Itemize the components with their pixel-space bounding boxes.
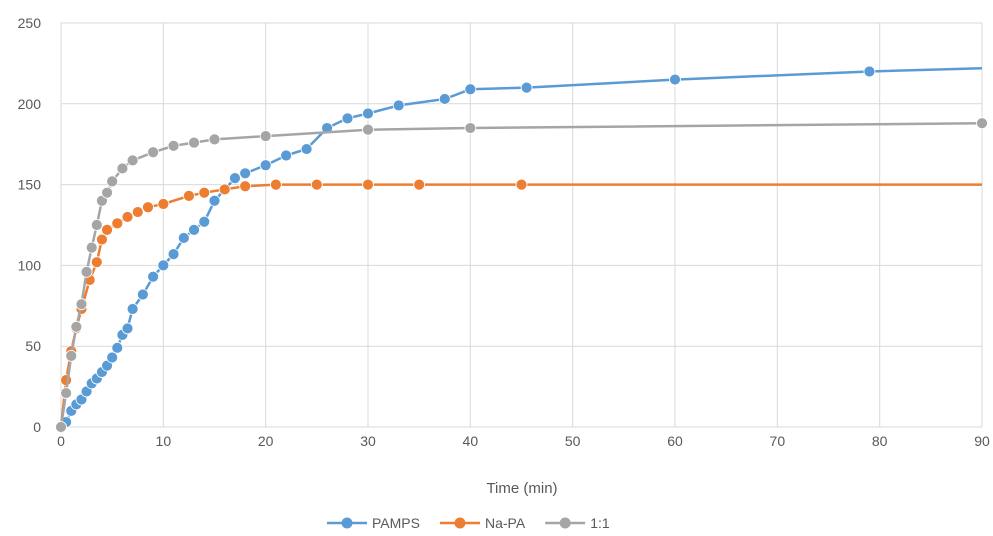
data-point-pamps [147, 270, 160, 283]
data-point-na-pa [101, 223, 113, 236]
data-point-1-1 [362, 123, 374, 136]
data-point-pamps [157, 259, 170, 272]
y-tick-label: 0 [33, 419, 41, 435]
data-point-na-pa [239, 180, 252, 193]
data-point-pamps [863, 65, 876, 78]
data-point-na-pa [269, 178, 282, 191]
data-point-pamps [111, 341, 124, 354]
data-point-pamps [464, 83, 477, 96]
data-point-1-1 [126, 154, 139, 167]
data-point-na-pa [310, 178, 323, 191]
data-point-na-pa [362, 178, 374, 191]
data-point-1-1 [101, 186, 113, 199]
legend-marker-pamps [341, 517, 353, 529]
x-tick-label: 90 [974, 433, 990, 449]
data-point-pamps [259, 159, 272, 172]
data-point-na-pa [515, 178, 528, 191]
data-point-na-pa [111, 217, 124, 230]
data-point-pamps [229, 172, 241, 185]
data-point-1-1 [75, 298, 88, 311]
data-point-1-1 [147, 146, 160, 159]
data-point-pamps [208, 194, 221, 207]
legend-item-1-1: 1:1 [545, 515, 610, 531]
data-point-pamps [177, 232, 190, 244]
x-tick-label: 80 [872, 433, 888, 449]
data-point-pamps [126, 303, 139, 315]
data-point-1-1 [60, 387, 73, 399]
y-tick-label: 250 [18, 15, 42, 31]
data-point-pamps [520, 81, 533, 94]
y-tick-label: 150 [18, 177, 42, 193]
data-point-1-1 [976, 117, 988, 130]
x-axis-tick-labels: 0 10 20 30 40 50 60 70 80 90 [57, 433, 990, 449]
data-point-na-pa [198, 186, 211, 199]
data-point-pamps [239, 167, 252, 180]
x-tick-label: 30 [360, 433, 376, 449]
legend-item-na-pa: Na-PA [439, 515, 526, 531]
data-point-na-pa [90, 256, 103, 269]
legend-label-1-1: 1:1 [590, 515, 610, 531]
data-point-pamps [188, 223, 200, 236]
legend: PAMPS Na-PA 1:1 [327, 515, 610, 531]
data-point-1-1 [464, 122, 477, 134]
x-tick-label: 60 [667, 433, 683, 449]
legend-item-pamps: PAMPS [327, 515, 420, 531]
data-point-1-1 [116, 162, 129, 175]
data-point-1-1 [80, 265, 93, 278]
x-tick-label: 40 [463, 433, 479, 449]
data-point-pamps [321, 122, 333, 134]
data-point-na-pa [121, 211, 134, 223]
data-point-na-pa [131, 206, 144, 218]
data-point-pamps [438, 93, 451, 105]
x-tick-label: 10 [156, 433, 172, 449]
data-point-na-pa [218, 183, 231, 196]
data-point-pamps [198, 215, 211, 228]
data-point-1-1 [188, 136, 200, 149]
data-point-pamps [392, 99, 405, 112]
legend-label-pamps: PAMPS [372, 515, 420, 531]
data-point-1-1 [167, 139, 180, 152]
data-point-pamps [362, 107, 374, 120]
data-point-na-pa [157, 198, 170, 210]
y-tick-label: 50 [25, 338, 41, 354]
series-pamps [55, 65, 983, 433]
x-tick-label: 70 [770, 433, 786, 449]
data-point-pamps [280, 149, 293, 162]
x-tick-label: 20 [258, 433, 274, 449]
data-point-1-1 [259, 130, 272, 143]
x-axis-title: Time (min) [486, 480, 557, 497]
data-point-1-1 [85, 241, 98, 254]
legend-marker-1-1 [559, 517, 571, 529]
data-point-na-pa [413, 178, 426, 191]
x-tick-label: 0 [57, 433, 65, 449]
x-tick-label: 50 [565, 433, 581, 449]
data-point-na-pa [96, 233, 108, 246]
y-tick-label: 100 [18, 257, 42, 273]
data-point-pamps [669, 73, 681, 86]
data-point-1-1 [65, 349, 78, 362]
data-point-1-1 [90, 219, 103, 231]
data-point-na-pa [183, 190, 195, 202]
series-layer [55, 65, 988, 433]
data-point-1-1 [55, 421, 67, 433]
data-point-1-1 [106, 175, 119, 188]
data-point-pamps [167, 248, 180, 260]
data-point-pamps [136, 288, 149, 301]
data-point-1-1 [70, 320, 83, 333]
data-point-pamps [341, 112, 354, 125]
data-point-pamps [300, 143, 313, 155]
y-axis-tick-labels: 0 50 100 150 200 250 [18, 15, 42, 435]
y-tick-label: 200 [18, 96, 42, 112]
data-point-1-1 [208, 133, 221, 146]
data-point-pamps [106, 351, 119, 364]
legend-label-na-pa: Na-PA [485, 515, 526, 531]
series-1-1 [55, 117, 988, 433]
data-point-na-pa [142, 201, 154, 214]
legend-marker-na-pa [454, 517, 466, 529]
data-point-pamps [121, 322, 134, 335]
